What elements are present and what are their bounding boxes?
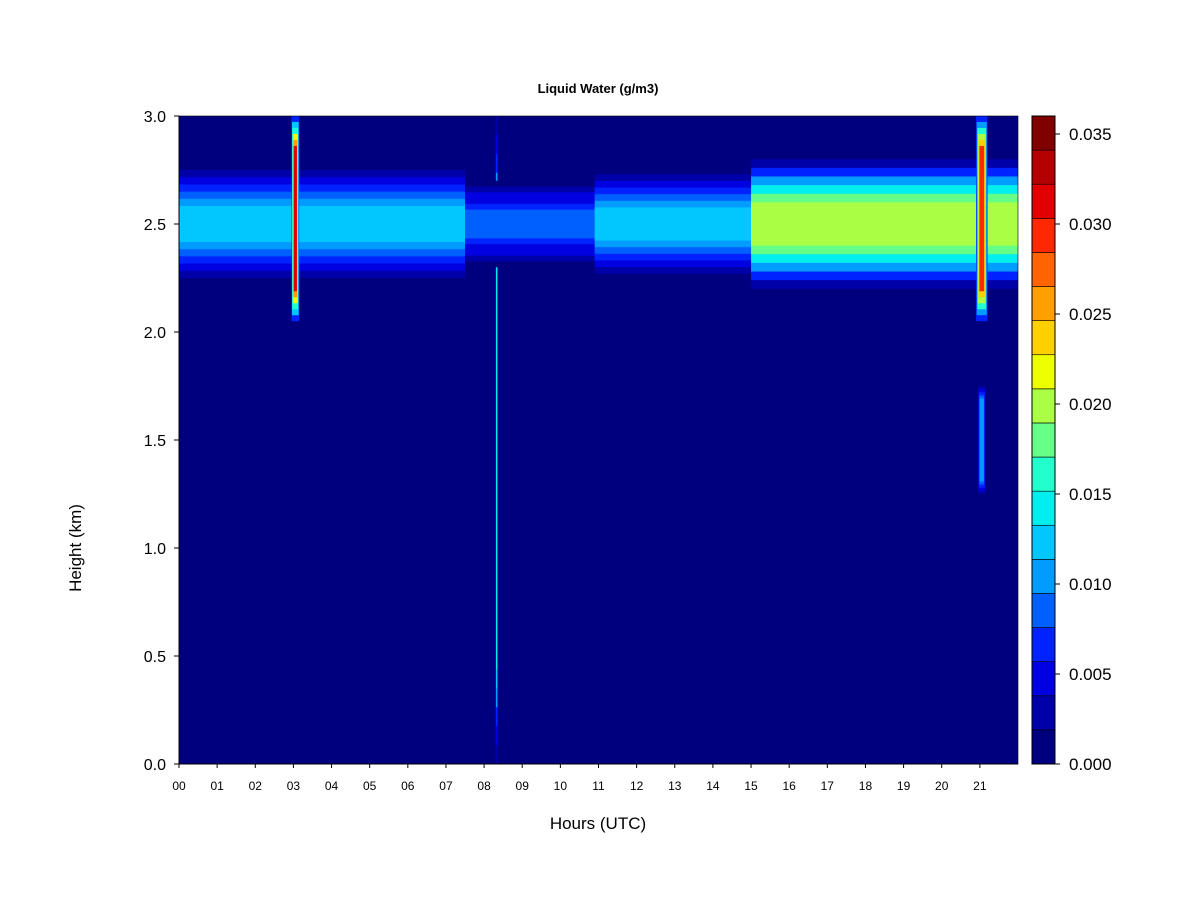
heatmap-feature: [495, 116, 498, 764]
x-tick-label: 05: [363, 779, 377, 793]
x-tick-label: 13: [668, 779, 682, 793]
colorbar-swatch: [1031, 729, 1056, 765]
x-tick-label: 09: [516, 779, 530, 793]
colorbar-swatch: [1031, 524, 1056, 560]
x-tick-label: 20: [935, 779, 949, 793]
colorbar-swatch: [1031, 559, 1056, 594]
colorbar-swatch: [1031, 627, 1056, 662]
x-axis-label: Hours (UTC): [550, 814, 646, 833]
colorbar-swatch: [1031, 593, 1056, 628]
x-tick-label: 10: [554, 779, 568, 793]
colorbar-tick-label: 0.025: [1069, 305, 1112, 324]
x-tick-label: 14: [706, 779, 720, 793]
x-tick-label: 21: [973, 779, 987, 793]
colorbar-tick-label: 0.030: [1069, 215, 1112, 234]
heatmap-feature: [751, 159, 1018, 289]
colorbar-swatch: [1031, 149, 1056, 185]
x-tick-label: 11: [592, 779, 605, 793]
x-tick-label: 01: [210, 779, 224, 793]
colorbar-tick-label: 0.000: [1069, 755, 1112, 774]
colorbar-tick-label: 0.005: [1069, 665, 1112, 684]
colorbar-swatch: [1031, 354, 1056, 390]
colorbar-swatch: [1031, 183, 1056, 219]
heatmap-cell: [293, 145, 297, 292]
y-axis-label: Height (km): [66, 504, 85, 592]
colorbar-swatch: [1031, 252, 1056, 287]
x-axis: 00 01 02 03 04 05 06 07 08 09 10 11 12 13 14 15 16 17 18 19…: [172, 763, 1018, 793]
colorbar-swatch: [1031, 218, 1056, 253]
colorbar-swatch: [1031, 456, 1056, 492]
x-tick-label: 04: [325, 779, 339, 793]
colorbar-tick-label: 0.010: [1069, 575, 1112, 594]
heatmap-cell: [751, 202, 1018, 246]
x-tick-label: 08: [477, 779, 491, 793]
heatmap-feature: [465, 180, 595, 268]
colorbar-tick-label: 0.035: [1069, 125, 1112, 144]
heatmap-feature: [976, 116, 988, 322]
colorbar: 0.000 0.005 0.010 0.015 0.020 0.025 0.030 0.035: [1031, 115, 1112, 774]
x-tick-label: 16: [783, 779, 797, 793]
y-tick-label: 2.0: [144, 325, 166, 342]
y-tick-label: 1.5: [144, 433, 166, 450]
colorbar-frame: [1031, 115, 1056, 765]
heatmap-cell: [594, 207, 752, 241]
y-tick-label: 1.0: [144, 541, 166, 558]
heatmap-feature: [594, 174, 752, 274]
heatmap-feature: [291, 116, 300, 322]
x-tick-label: 18: [859, 779, 873, 793]
colorbar-swatch: [1031, 320, 1056, 356]
heatmap-cell: [496, 210, 498, 670]
y-tick-label: 0.5: [144, 649, 166, 666]
x-tick-label: 03: [287, 779, 301, 793]
plot-area: [178, 115, 1019, 765]
y-tick-label: 3.0: [144, 109, 166, 126]
heatmap-feature: [179, 170, 466, 278]
chart-title: Liquid Water (g/m3): [538, 81, 659, 96]
x-tick-label: 12: [630, 779, 644, 793]
colorbar-tick-label: 0.015: [1069, 485, 1112, 504]
x-tick-label: 17: [821, 779, 835, 793]
heatmap-cell: [980, 401, 984, 479]
heatmap-cell: [179, 206, 466, 242]
x-tick-label: 15: [744, 779, 758, 793]
x-tick-label: 02: [249, 779, 263, 793]
x-tick-label: 00: [172, 779, 186, 793]
x-tick-label: 19: [897, 779, 911, 793]
heatmap-feature: [977, 386, 986, 494]
heatmap-cell: [465, 209, 595, 239]
colorbar-swatch: [1031, 286, 1056, 321]
heatmap-cell: [979, 145, 985, 292]
y-axis: 0.0 0.5 1.0 1.5 2.0 2.5 3.0: [144, 109, 180, 774]
colorbar-swatch: [1031, 388, 1056, 424]
y-tick-label: 0.0: [144, 757, 166, 774]
y-tick-label: 2.5: [144, 217, 166, 234]
colorbar-swatch: [1031, 490, 1056, 526]
colorbar-swatch: [1031, 115, 1056, 151]
colorbar-swatch: [1031, 661, 1056, 697]
colorbar-swatch: [1031, 695, 1056, 731]
colorbar-tick-label: 0.020: [1069, 395, 1112, 414]
colorbar-swatch: [1031, 422, 1056, 458]
x-tick-label: 07: [439, 779, 453, 793]
x-tick-label: 06: [401, 779, 415, 793]
